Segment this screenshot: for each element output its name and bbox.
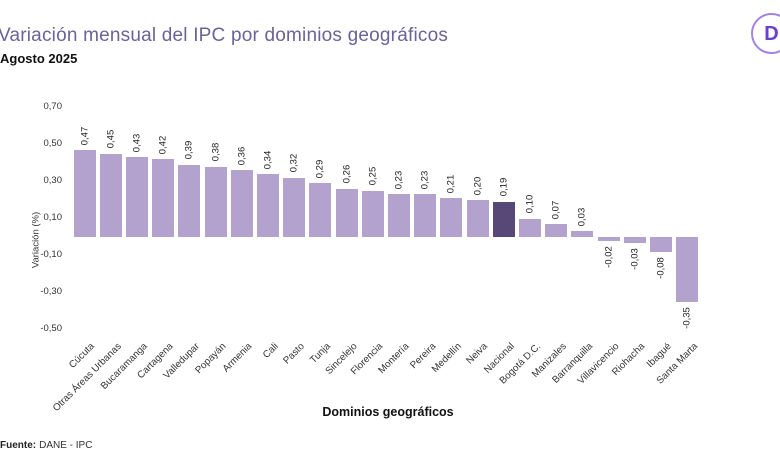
dane-logo-letter: D: [764, 22, 779, 45]
bar: [387, 194, 410, 237]
bar: [518, 218, 541, 237]
bar-value-label: 0,47: [79, 126, 90, 145]
bar-value-label: 0,45: [105, 130, 117, 149]
bar: [230, 170, 253, 237]
category-label: Cali: [260, 341, 281, 361]
bar-value-label: 0,32: [288, 154, 300, 173]
bar-value-label: 0,03: [576, 207, 588, 227]
y-tick-label: 0,30: [43, 175, 63, 186]
bar: [125, 157, 148, 237]
bar: [440, 198, 463, 237]
bar: [152, 159, 175, 237]
bar-value-label: 0,36: [236, 146, 248, 166]
bar-value-label: -0,35: [681, 306, 693, 329]
bar-value-label: 0,38: [210, 142, 221, 162]
bar-value-label: -0,08: [655, 256, 667, 279]
bar: [204, 166, 227, 237]
source-label: Fuente:: [0, 440, 37, 451]
bar: [361, 190, 384, 237]
y-tick-label: 0,70: [43, 101, 63, 112]
y-tick-label: -0,50: [40, 323, 62, 334]
bar-value-label: 0,39: [183, 141, 195, 160]
bar: [99, 153, 122, 237]
y-tick-label: -0,30: [40, 286, 62, 297]
dane-logo-icon: D: [751, 13, 780, 54]
y-tick-label: 0,10: [43, 212, 63, 223]
bar: [73, 150, 96, 237]
bar: [676, 237, 699, 302]
y-tick-label: -0,10: [40, 249, 62, 260]
bar-value-label: 0,20: [472, 176, 483, 195]
bar: [414, 194, 437, 237]
bar: [466, 200, 489, 237]
bar: [571, 231, 594, 237]
bar-value-label: 0,43: [131, 133, 143, 153]
bar-value-label: 0,19: [498, 178, 510, 197]
bar-value-label: 0,42: [157, 135, 169, 155]
bar-value-label: 0,29: [314, 159, 326, 179]
bar: [283, 177, 306, 237]
bar: [545, 224, 568, 237]
source-note: Fuente: DANE - IPC: [0, 440, 92, 451]
bar: [335, 188, 358, 237]
y-tick-label: 0,50: [43, 138, 63, 149]
bar-value-label: -0,02: [603, 245, 614, 268]
bar: [597, 237, 620, 241]
category-label: Pasto: [281, 341, 307, 367]
bar-value-label: 0,10: [524, 194, 536, 214]
bar-value-label: 0,21: [445, 174, 457, 193]
bar-value-label: 0,26: [341, 165, 352, 184]
source-value: DANE - IPC: [39, 440, 93, 451]
bar: [649, 237, 672, 252]
x-axis-title: Dominios geográficos: [322, 405, 454, 419]
bar-value-label: -0,03: [629, 247, 641, 270]
bar: [256, 174, 279, 237]
bar-value-label: 0,07: [550, 200, 562, 219]
page-subtitle: Agosto 2025: [0, 51, 78, 66]
page-title: Variación mensual del IPC por dominios g…: [0, 25, 449, 46]
bar-value-label: 0,25: [367, 167, 379, 186]
bar: [492, 201, 515, 237]
bar-value-label: 0,34: [262, 150, 274, 169]
bar: [623, 237, 646, 243]
bar: [309, 183, 332, 237]
bar: [178, 164, 201, 237]
bar-value-label: 0,23: [419, 170, 431, 190]
bar-value-label: 0,23: [393, 170, 405, 190]
